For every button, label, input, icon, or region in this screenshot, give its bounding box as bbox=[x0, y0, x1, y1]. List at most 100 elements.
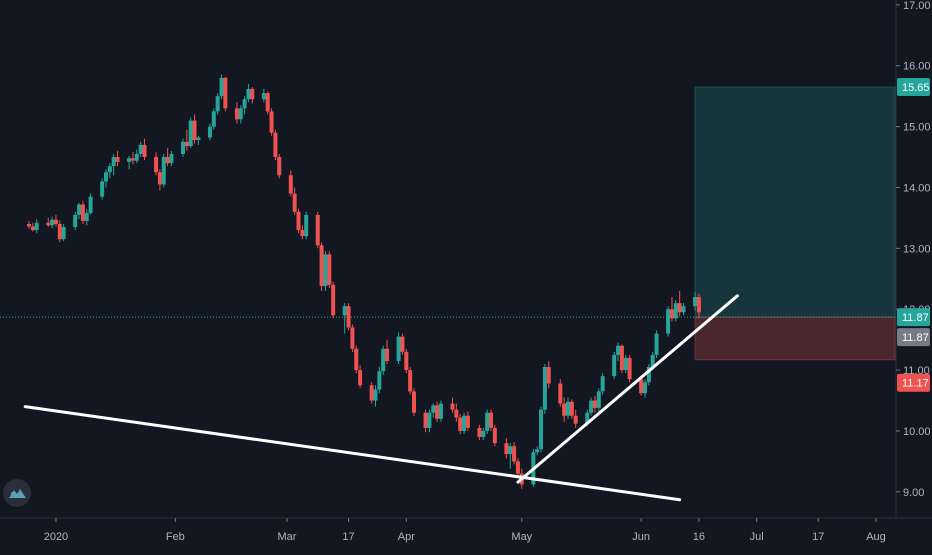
candle[interactable] bbox=[84, 208, 89, 226]
candle[interactable] bbox=[562, 397, 567, 422]
candle[interactable] bbox=[492, 424, 497, 447]
candle[interactable] bbox=[377, 367, 382, 394]
candle[interactable] bbox=[30, 222, 35, 232]
candle[interactable] bbox=[616, 342, 621, 361]
candle[interactable] bbox=[188, 117, 193, 148]
candle[interactable] bbox=[277, 154, 282, 179]
profit-zone[interactable] bbox=[694, 86, 896, 318]
candle[interactable] bbox=[589, 397, 594, 416]
candle[interactable] bbox=[342, 303, 347, 334]
candle[interactable] bbox=[485, 409, 490, 434]
candle[interactable] bbox=[450, 397, 455, 413]
candle[interactable] bbox=[300, 225, 305, 240]
candle[interactable] bbox=[596, 388, 601, 412]
candle[interactable] bbox=[558, 379, 563, 407]
candle[interactable] bbox=[138, 141, 143, 158]
candle[interactable] bbox=[315, 211, 320, 249]
candle[interactable] bbox=[104, 169, 108, 188]
candle[interactable] bbox=[265, 91, 270, 115]
loss-zone[interactable] bbox=[694, 316, 896, 361]
price-label-last[interactable]: 11.87 bbox=[897, 308, 930, 327]
candle[interactable] bbox=[623, 354, 628, 374]
candle[interactable] bbox=[654, 330, 659, 358]
candle[interactable] bbox=[350, 324, 355, 352]
candle[interactable] bbox=[34, 219, 39, 234]
candle[interactable] bbox=[681, 303, 686, 316]
candle[interactable] bbox=[288, 170, 293, 197]
candle[interactable] bbox=[381, 345, 386, 375]
candle[interactable] bbox=[438, 400, 443, 422]
candle[interactable] bbox=[696, 294, 701, 319]
candle[interactable] bbox=[477, 424, 482, 441]
price-label-stop[interactable]: 11.17 bbox=[897, 373, 930, 392]
candle[interactable] bbox=[292, 187, 297, 215]
candle[interactable] bbox=[73, 211, 78, 231]
candle[interactable] bbox=[215, 93, 220, 115]
candle[interactable] bbox=[219, 74, 224, 100]
candle[interactable] bbox=[369, 382, 374, 404]
candle[interactable] bbox=[458, 413, 463, 434]
support-trendline[interactable] bbox=[23, 405, 682, 502]
candle[interactable] bbox=[250, 87, 255, 104]
candle[interactable] bbox=[404, 348, 409, 374]
candle[interactable] bbox=[592, 395, 597, 413]
tradingview-logo-icon[interactable] bbox=[3, 479, 31, 507]
candle[interactable] bbox=[566, 397, 570, 419]
candle[interactable] bbox=[181, 138, 185, 158]
candle[interactable] bbox=[50, 216, 55, 229]
candle[interactable] bbox=[454, 403, 459, 422]
candle[interactable] bbox=[408, 367, 413, 395]
candle[interactable] bbox=[693, 292, 698, 311]
candle[interactable] bbox=[327, 251, 332, 288]
candle[interactable] bbox=[207, 123, 212, 140]
candle[interactable] bbox=[431, 403, 436, 418]
candle[interactable] bbox=[130, 152, 135, 165]
candle[interactable] bbox=[358, 365, 363, 389]
candle[interactable] bbox=[111, 154, 116, 176]
candle[interactable] bbox=[427, 409, 432, 433]
candle[interactable] bbox=[107, 163, 112, 179]
candle[interactable] bbox=[142, 138, 147, 161]
candle[interactable] bbox=[196, 135, 201, 145]
candle[interactable] bbox=[234, 102, 239, 124]
candle[interactable] bbox=[465, 411, 470, 431]
candle[interactable] bbox=[61, 224, 66, 242]
candle[interactable] bbox=[619, 344, 624, 374]
candle[interactable] bbox=[354, 345, 359, 374]
candle[interactable] bbox=[569, 399, 574, 419]
candle[interactable] bbox=[161, 154, 166, 188]
candle[interactable] bbox=[462, 412, 467, 434]
candle[interactable] bbox=[346, 303, 351, 331]
candle[interactable] bbox=[53, 214, 58, 227]
candle[interactable] bbox=[319, 242, 324, 291]
price-label-entry[interactable]: 11.87 bbox=[897, 328, 930, 347]
candle[interactable] bbox=[612, 351, 617, 380]
candle[interactable] bbox=[157, 169, 162, 191]
candle[interactable] bbox=[100, 178, 105, 200]
candle[interactable] bbox=[331, 281, 336, 319]
candle[interactable] bbox=[169, 150, 174, 167]
candle[interactable] bbox=[242, 96, 247, 115]
rising-trendline[interactable] bbox=[516, 294, 739, 484]
candle[interactable] bbox=[504, 438, 509, 459]
candle[interactable] bbox=[127, 155, 132, 170]
candle[interactable] bbox=[77, 202, 82, 220]
candle[interactable] bbox=[643, 379, 647, 398]
candle[interactable] bbox=[46, 217, 51, 228]
candle[interactable] bbox=[385, 339, 390, 364]
candle[interactable] bbox=[396, 332, 401, 364]
candle[interactable] bbox=[261, 88, 266, 103]
candle[interactable] bbox=[57, 220, 62, 243]
candle[interactable] bbox=[223, 76, 228, 112]
candle[interactable] bbox=[673, 300, 678, 322]
candle[interactable] bbox=[546, 360, 551, 389]
candle[interactable] bbox=[304, 211, 309, 240]
candle[interactable] bbox=[238, 105, 243, 124]
candle[interactable] bbox=[88, 193, 93, 215]
candle[interactable] bbox=[323, 251, 328, 291]
candle[interactable] bbox=[627, 354, 632, 383]
candle[interactable] bbox=[211, 108, 216, 130]
candle[interactable] bbox=[165, 147, 170, 167]
candle[interactable] bbox=[373, 385, 378, 407]
